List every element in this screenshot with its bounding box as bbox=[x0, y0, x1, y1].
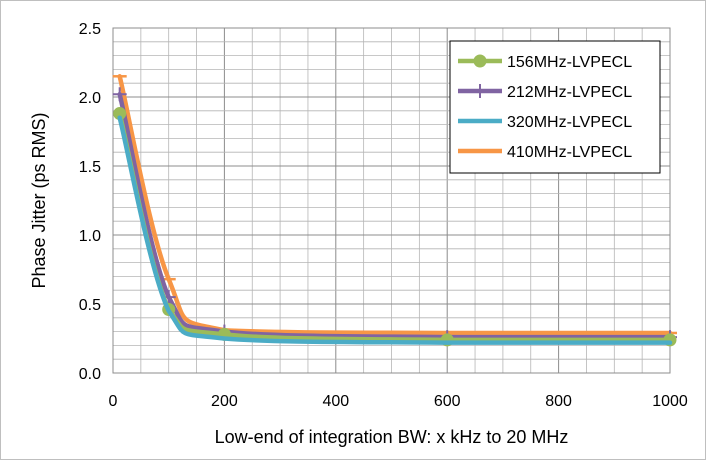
y-tick-label: 0.0 bbox=[79, 366, 101, 383]
series-layer bbox=[112, 74, 677, 347]
legend-marker bbox=[473, 54, 487, 68]
y-tick-label: 2.0 bbox=[79, 90, 101, 107]
legend-entry: 212MHz-LVPECL bbox=[458, 84, 632, 101]
legend-entry: 156MHz-LVPECL bbox=[458, 54, 632, 71]
y-tick-label: 1.0 bbox=[79, 228, 101, 245]
x-tick-label: 200 bbox=[211, 393, 238, 410]
plot-area bbox=[112, 27, 671, 374]
series-line bbox=[117, 91, 673, 340]
legend: 156MHz-LVPECL 212MHz-LVPECL 320MHz-LVPECL 4… bbox=[449, 40, 661, 174]
axis-layer: 0 200 400 600 800 1000 0.0 0.5 1.0 1.5 2.0 2.5 bbox=[79, 21, 688, 410]
y-tick-label: 0.5 bbox=[79, 297, 101, 314]
x-tick-label: 0 bbox=[109, 393, 118, 410]
legend-label: 320MHz-LVPECL bbox=[507, 114, 632, 131]
y-tick-label: 1.5 bbox=[79, 159, 101, 176]
x-tick-label: 600 bbox=[434, 393, 461, 410]
legend-entry: 320MHz-LVPECL bbox=[458, 114, 632, 131]
legend-label: 212MHz-LVPECL bbox=[507, 84, 632, 101]
legend-marker bbox=[473, 84, 487, 98]
y-tick-label: 2.5 bbox=[79, 21, 101, 38]
data-point bbox=[112, 87, 127, 102]
y-axis-title: Phase Jitter (ps RMS) bbox=[29, 112, 49, 288]
x-tick-label: 400 bbox=[322, 393, 349, 410]
legend-label: 410MHz-LVPECL bbox=[507, 144, 632, 161]
x-tick-label: 800 bbox=[545, 393, 572, 410]
legend-entry: 410MHz-LVPECL bbox=[458, 144, 632, 161]
x-tick-label: 1000 bbox=[652, 393, 688, 410]
series-320MHz-LVPECL bbox=[117, 115, 673, 345]
legend-label: 156MHz-LVPECL bbox=[507, 54, 632, 71]
x-axis-title: Low-end of integration BW: x kHz to 20 M… bbox=[215, 427, 569, 447]
series-line bbox=[117, 115, 673, 345]
